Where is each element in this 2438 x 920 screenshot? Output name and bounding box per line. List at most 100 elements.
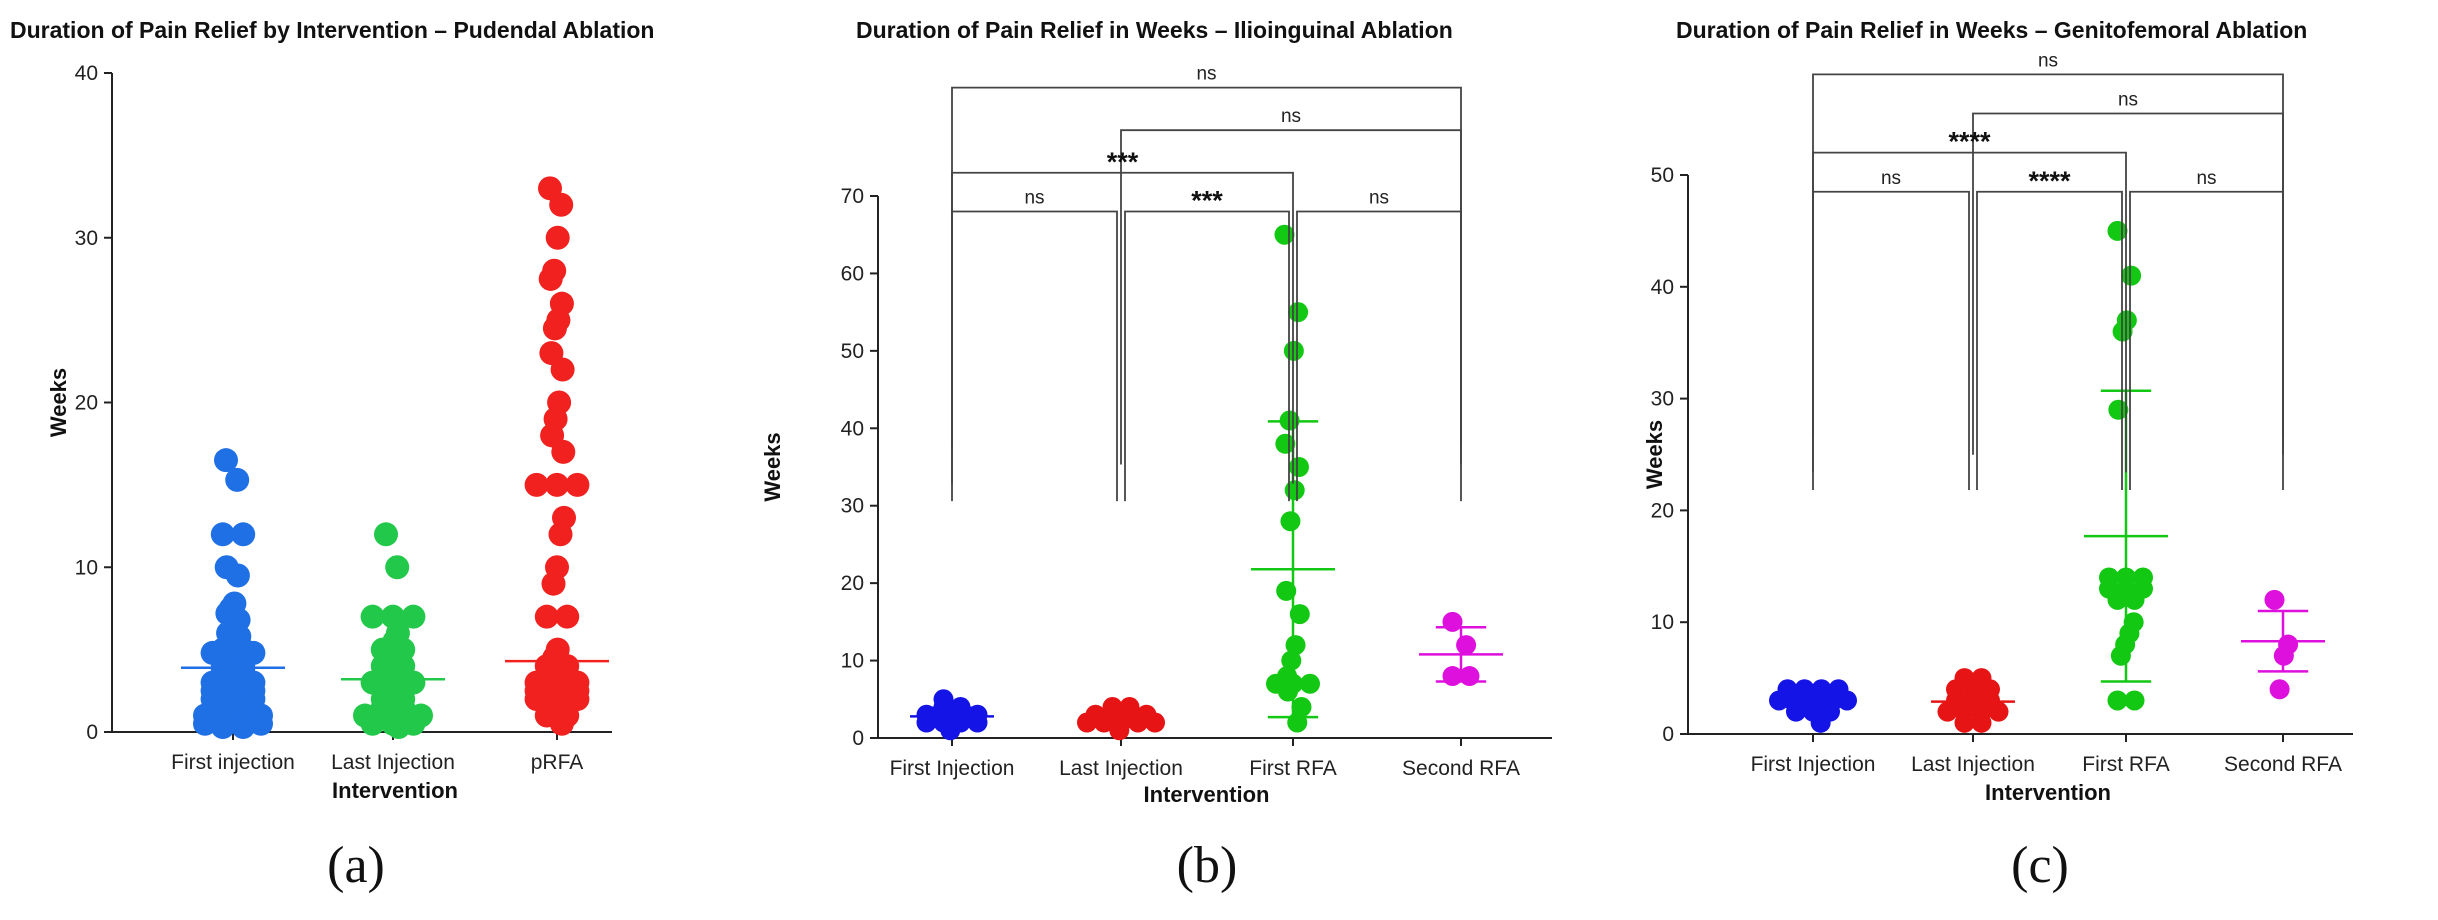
data-point — [374, 522, 398, 547]
significance-label: ns — [2196, 168, 2216, 189]
data-point — [534, 604, 559, 629]
significance-label: ns — [1369, 187, 1389, 208]
x-tick-label: Second RFA — [1402, 757, 1520, 780]
significance-label: ns — [1881, 168, 1901, 189]
data-point — [542, 316, 567, 341]
chart-panel-a: Duration of Pain Relief by Intervention … — [10, 17, 654, 894]
data-point — [1459, 666, 1480, 687]
data-point — [940, 720, 961, 741]
data-point — [1988, 701, 2009, 722]
data-point — [2124, 690, 2145, 711]
significance-label: ns — [2038, 50, 2058, 71]
data-point — [401, 604, 426, 629]
significance-label: ns — [1281, 106, 1301, 127]
y-tick-label: 50 — [1651, 164, 1674, 187]
y-tick-label: 40 — [1651, 276, 1674, 299]
y-axis-label: Weeks — [46, 368, 71, 437]
data-point — [545, 225, 570, 250]
data-point — [2264, 589, 2285, 610]
data-point — [2107, 589, 2128, 610]
panel-label: (a) — [327, 837, 385, 894]
y-axis-label: Weeks — [760, 432, 785, 501]
data-point — [541, 571, 566, 596]
data-point — [2121, 265, 2142, 286]
data-point — [1289, 604, 1310, 625]
data-point — [1971, 712, 1992, 733]
y-tick-label: 10 — [75, 556, 98, 579]
data-point — [1288, 302, 1309, 323]
significance-bracket — [1296, 210, 1462, 502]
x-tick-label: Second RFA — [2224, 753, 2342, 776]
panel-label: (b) — [1177, 837, 1238, 894]
x-tick-label: pRFA — [531, 751, 584, 774]
data-point — [1274, 224, 1295, 245]
significance-label: ns — [2118, 90, 2138, 111]
data-point — [551, 439, 576, 464]
y-tick-label: 0 — [86, 721, 98, 744]
data-point — [386, 715, 411, 740]
x-tick-label: First Injection — [890, 757, 1015, 780]
data-point — [2269, 679, 2290, 700]
data-point — [1300, 673, 1320, 694]
data-point — [1281, 650, 1302, 671]
data-point — [549, 192, 574, 217]
significance-bracket — [951, 210, 1118, 502]
y-tick-label: 60 — [841, 262, 864, 285]
data-point — [214, 448, 238, 473]
data-point — [2110, 645, 2131, 666]
y-tick-label: 30 — [841, 495, 864, 518]
data-point — [1291, 697, 1312, 718]
data-point — [565, 472, 590, 497]
significance-label: ns — [1024, 187, 1044, 208]
significance-bracket — [2129, 190, 2284, 490]
x-tick-label: First RFA — [1249, 757, 1337, 780]
y-tick-label: 10 — [841, 650, 864, 673]
x-tick-label: Last Injection — [1911, 753, 2035, 776]
x-tick-label: Last Injection — [331, 751, 455, 774]
series-first-injection — [910, 689, 994, 741]
significance-bracket — [1812, 73, 2284, 438]
chart-title: Duration of Pain Relief in Weeks – Ilioi… — [856, 17, 1453, 43]
series-last-injection — [1077, 697, 1165, 741]
data-point — [545, 472, 569, 497]
data-point — [2107, 690, 2128, 711]
y-tick-label: 40 — [75, 62, 98, 85]
significance-bracket — [951, 171, 1294, 484]
data-point — [538, 266, 563, 291]
significance-label: ns — [1196, 64, 1216, 85]
data-point — [231, 715, 256, 740]
series-first-injection — [1769, 679, 1857, 733]
data-point — [225, 467, 250, 492]
x-tick-label: First RFA — [2082, 753, 2170, 776]
y-tick-label: 70 — [841, 185, 864, 208]
series-first-injection — [181, 448, 285, 740]
data-point — [1276, 580, 1297, 601]
data-point — [231, 522, 256, 547]
data-point — [2107, 220, 2128, 241]
data-point — [1954, 712, 1975, 733]
series-second-rfa — [2241, 589, 2325, 700]
significance-bracket — [1812, 190, 1970, 490]
y-tick-label: 40 — [841, 417, 864, 440]
x-axis-label: Intervention — [1985, 780, 2111, 805]
data-point — [210, 522, 235, 547]
y-axis-label: Weeks — [1642, 420, 1667, 489]
data-point — [1277, 681, 1298, 702]
y-tick-label: 30 — [1651, 388, 1674, 411]
data-point — [1442, 611, 1463, 632]
data-point — [1285, 635, 1306, 656]
data-point — [1810, 712, 1831, 733]
data-point — [1280, 511, 1301, 532]
panel-label: (c) — [2011, 837, 2069, 894]
data-point — [549, 711, 574, 736]
significance-label: **** — [1948, 127, 1991, 157]
data-point — [548, 522, 573, 547]
data-point — [2124, 589, 2145, 610]
y-tick-label: 20 — [841, 572, 864, 595]
significance-label: *** — [1107, 147, 1139, 177]
y-tick-label: 20 — [1651, 499, 1674, 522]
significance-label: **** — [2028, 166, 2071, 196]
series-second-rfa — [1419, 611, 1503, 687]
chart-title: Duration of Pain Relief by Intervention … — [10, 17, 654, 43]
